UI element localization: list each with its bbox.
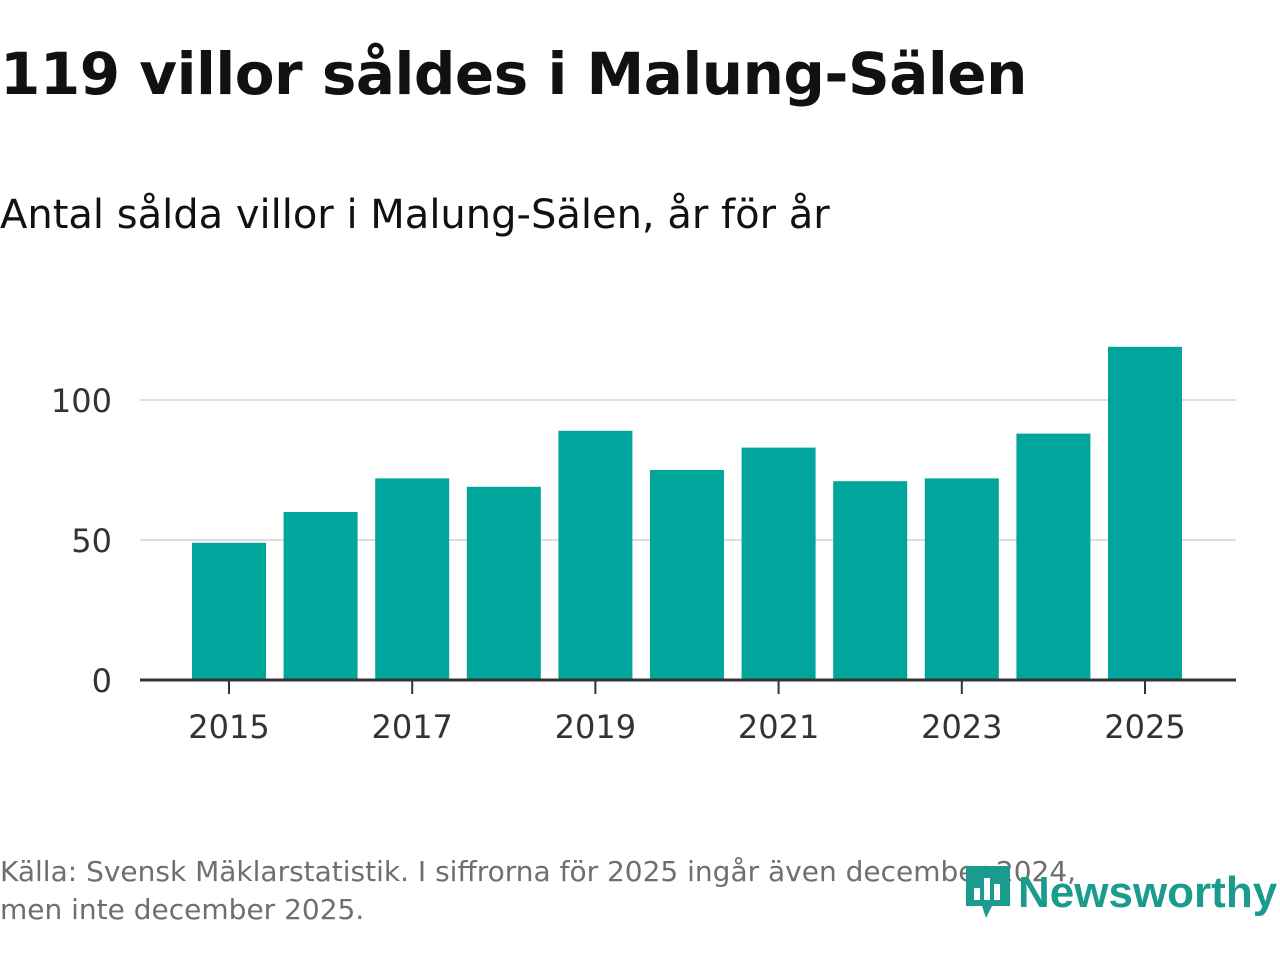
- newsworthy-logo-icon: [966, 866, 1010, 918]
- axis-layer: 0 50 100 2015 2017 2019 2021 2023 2025: [51, 382, 1236, 746]
- bar-2023: [924, 478, 999, 680]
- y-tick-label-100: 100: [51, 382, 112, 420]
- newsworthy-logo: Newsworthy: [962, 862, 1277, 924]
- bar-2024: [1016, 433, 1091, 680]
- bar-2018: [466, 486, 541, 680]
- y-tick-label-0: 0: [92, 662, 112, 700]
- x-tick-label-2017: 2017: [371, 708, 452, 746]
- y-tick-label-50: 50: [71, 522, 112, 560]
- x-tick-label-2015: 2015: [188, 708, 269, 746]
- bar-2019: [558, 430, 633, 680]
- bar-2017: [375, 478, 450, 680]
- x-tick-label-2023: 2023: [921, 708, 1002, 746]
- x-tick-label-2025: 2025: [1104, 708, 1185, 746]
- x-tick-label-2019: 2019: [555, 708, 636, 746]
- bar-2025: [1108, 346, 1182, 680]
- newsworthy-logo-text: Newsworthy: [1018, 868, 1278, 917]
- bar-2022: [833, 481, 908, 680]
- footnote-line-1: Källa: Svensk Mäklarstatistik. I siffror…: [0, 855, 1077, 888]
- bar-2020: [650, 470, 724, 680]
- bar-2016: [283, 512, 358, 680]
- bar-2021: [741, 447, 816, 680]
- bar-layer: [192, 346, 1182, 680]
- chart-title: 119 villor såldes i Malung-Sälen: [0, 40, 1027, 108]
- chart-subtitle: Antal sålda villor i Malung-Sälen, år fö…: [0, 192, 830, 238]
- footnote-line-2: men inte december 2025.: [0, 893, 365, 926]
- bar-2015: [192, 542, 266, 680]
- x-tick-label-2021: 2021: [738, 708, 819, 746]
- source-footnote: Källa: Svensk Mäklarstatistik. I siffror…: [0, 853, 1076, 929]
